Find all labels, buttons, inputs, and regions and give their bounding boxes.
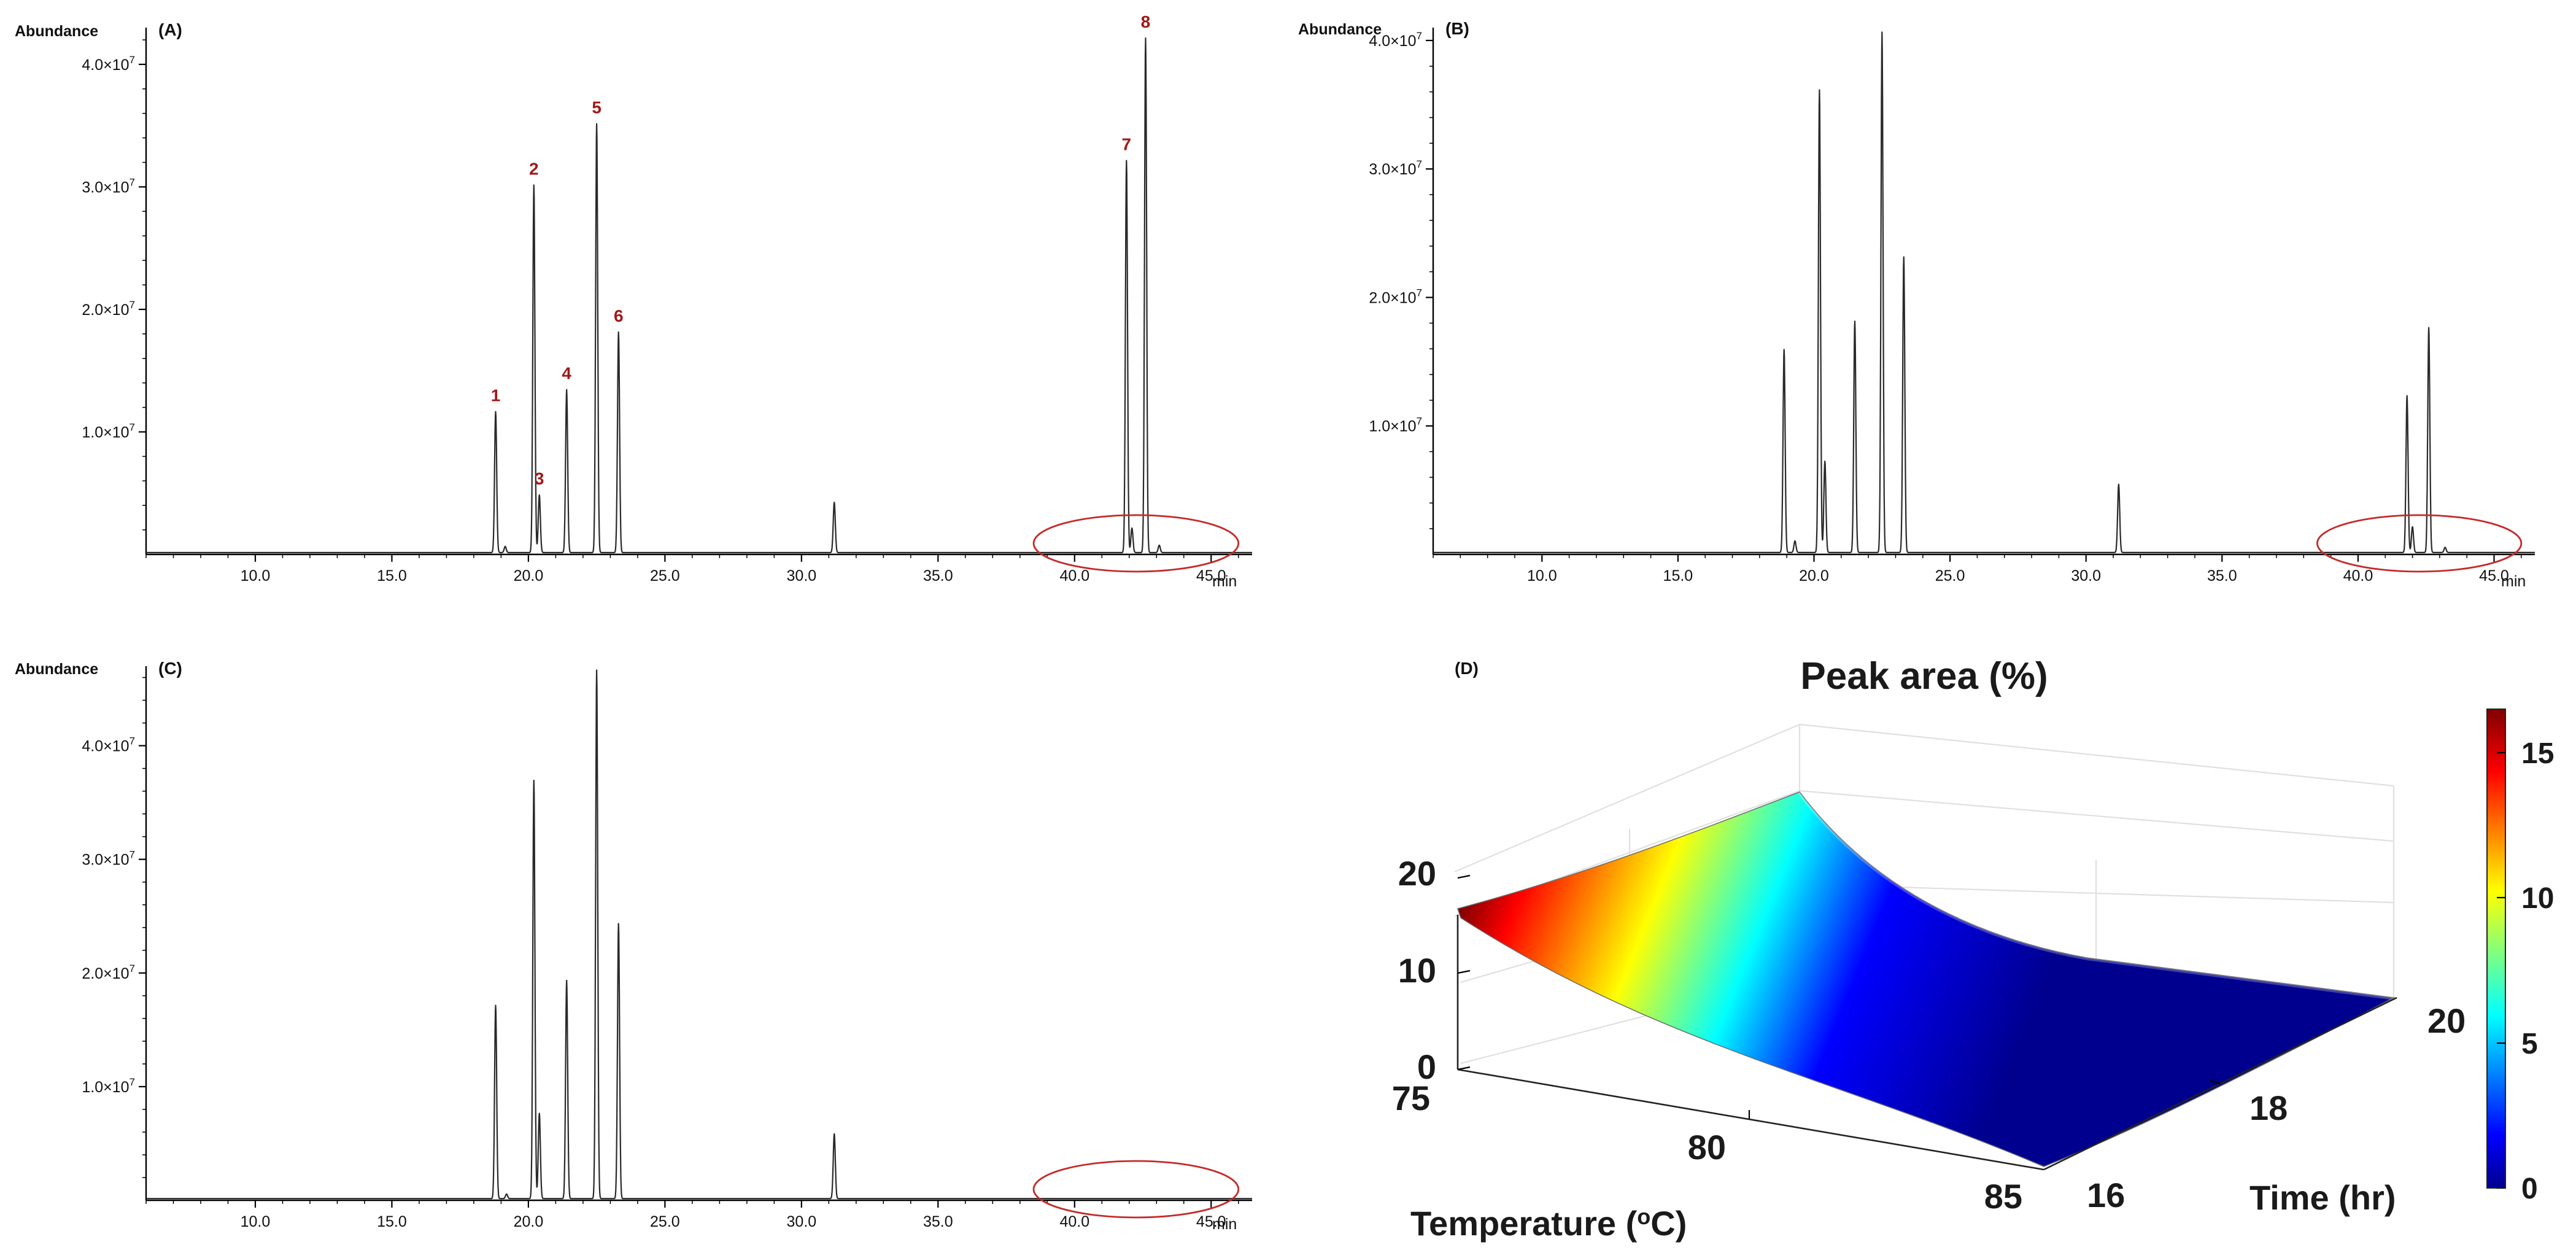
x-tick-label: 45.0 [1196,567,1226,584]
chromatogram-trace [1433,31,2535,553]
x-tick: 75 [1392,1079,1430,1117]
x-tick-label: 20.0 [514,567,544,584]
chromatogram-panel-a: Abundance (A) min 10.0 15.0 20.0 25.0 30.0 35… [15,12,1253,590]
colorbar: 0 5 10 15 [2486,709,2554,1205]
highlight-ellipse [1032,1160,1240,1219]
x-tick-label: 45.0 [2479,567,2509,584]
y-tick-label: 1.0×107 [82,421,135,441]
tick-labels: 10.0 15.0 20.0 25.0 30.0 35.0 40.0 45.0 1.0×107 2… [82,677,1239,1230]
y-tick-label: 3.0×107 [82,849,135,869]
trace-line [145,37,1253,554]
peak-label: 6 [614,306,624,325]
x-tick-label: 25.0 [1935,567,1965,584]
x-tick-label: 10.0 [1527,567,1557,584]
x-tick-label: 35.0 [923,1213,953,1230]
surface-axes [1456,874,2397,1171]
peak-label: 3 [535,469,544,488]
y-tick: 18 [2249,1089,2288,1127]
x-tick-label: 30.0 [2071,567,2101,584]
x-tick-label: 25.0 [650,1213,680,1230]
highlight-ellipse [1032,514,1240,573]
panel-label: (D) [1455,659,1479,678]
x-tick-label: 25.0 [650,567,680,584]
x-tick-label: 20.0 [1799,567,1829,584]
y-tick-label: 3.0×107 [82,176,135,196]
y-tick-label: 1.0×107 [82,1076,135,1096]
y-axis-title: Time (hr) [2249,1178,2396,1217]
colorbar-gradient [2486,709,2506,1189]
panel-label: (A) [158,20,182,39]
x-axis-unit: min [1212,573,1237,590]
y-tick-label: 2.0×107 [1369,287,1422,306]
y-axis-title: Abundance [15,23,98,40]
colorbar-tick: 15 [2521,737,2554,770]
x-axis-unit: min [2501,573,2526,590]
peak-label: 8 [1141,12,1151,31]
y-tick-label: 4.0×107 [82,736,135,755]
x-tick-label: 40.0 [1059,1213,1089,1230]
x-tick-label: 15.0 [1663,567,1693,584]
chromatogram-panel-c: Abundance (C) min 10.0 15.0 20.0 25.0 30.0 35… [15,659,1253,1233]
surface-title: Peak area (%) [1800,655,2048,697]
highlight-ellipse [2316,514,2523,573]
y-tick-label: 1.0×107 [1369,416,1422,435]
y-tick-label: 4.0×107 [1369,30,1422,50]
colorbar-tick: 10 [2521,882,2554,915]
peak-label: 2 [529,159,539,178]
colorbar-tick: 5 [2521,1028,2538,1060]
x-tick-label: 10.0 [241,1213,271,1230]
colorbar-tick: 0 [2521,1173,2538,1205]
y-axis-title: Abundance [15,661,98,678]
y-axis-title: Abundance [1298,21,1382,38]
x-tick-label: 10.0 [241,567,271,584]
y-tick-label: 3.0×107 [1369,158,1422,178]
tick-labels: 10.0 15.0 20.0 25.0 30.0 35.0 40.0 45.0 1.0×107 2… [1369,30,2522,584]
panel-label: (C) [158,659,182,678]
x-tick-label: 15.0 [377,567,407,584]
x-tick: 85 [1984,1177,2022,1216]
x-axis-title: Temperature (oC) [1410,1204,1687,1243]
peak-label: 5 [592,98,601,117]
trace-line [1433,31,2535,553]
x-tick-label: 40.0 [2343,567,2373,584]
trace-line [145,669,1253,1200]
chromatogram-trace [145,37,1253,554]
peak-label: 4 [562,364,571,383]
x-tick-label: 45.0 [1196,1213,1226,1230]
z-tick: 0 [1417,1047,1436,1086]
peak-labels: 1 2 3 4 5 6 7 8 [491,12,1151,488]
highlight-ellipse-shape [2316,514,2523,573]
axes [1432,28,2535,556]
peak-label: 1 [491,386,501,405]
x-tick-label: 30.0 [787,567,817,584]
x-tick-label: 40.0 [1059,567,1089,584]
chromatogram-trace [145,669,1253,1200]
tick-labels: 10.0 15.0 20.0 25.0 30.0 35.0 40.0 45.0 1.0×107 2… [82,39,1239,584]
highlight-ellipse-shape [1032,1160,1240,1219]
x-tick: 80 [1688,1128,1726,1167]
z-tick: 10 [1398,951,1436,990]
z-tick: 20 [1398,854,1436,893]
x-tick-label: 15.0 [377,1213,407,1230]
x-axis-unit: min [1212,1216,1237,1233]
x-tick-label: 35.0 [923,567,953,584]
x-tick-label: 30.0 [787,1213,817,1230]
y-tick: 20 [2427,1001,2466,1040]
y-tick-label: 2.0×107 [82,963,135,982]
y-tick: 16 [2087,1176,2125,1214]
peak-label: 7 [1122,134,1132,153]
highlight-ellipse-shape [1032,514,1240,573]
axes [145,28,1252,556]
y-tick-label: 2.0×107 [82,299,135,319]
axes [145,666,1252,1202]
x-tick-label: 35.0 [2207,567,2237,584]
x-tick-label: 20.0 [514,1213,544,1230]
y-tick-label: 4.0×107 [82,54,135,74]
panel-label: (B) [1445,19,1469,38]
surface-panel-d: (D) Peak area (%) [1392,655,2555,1243]
chromatogram-panel-b: Abundance (B) min 10.0 15.0 20.0 25.0 30.0 35… [1298,19,2535,590]
